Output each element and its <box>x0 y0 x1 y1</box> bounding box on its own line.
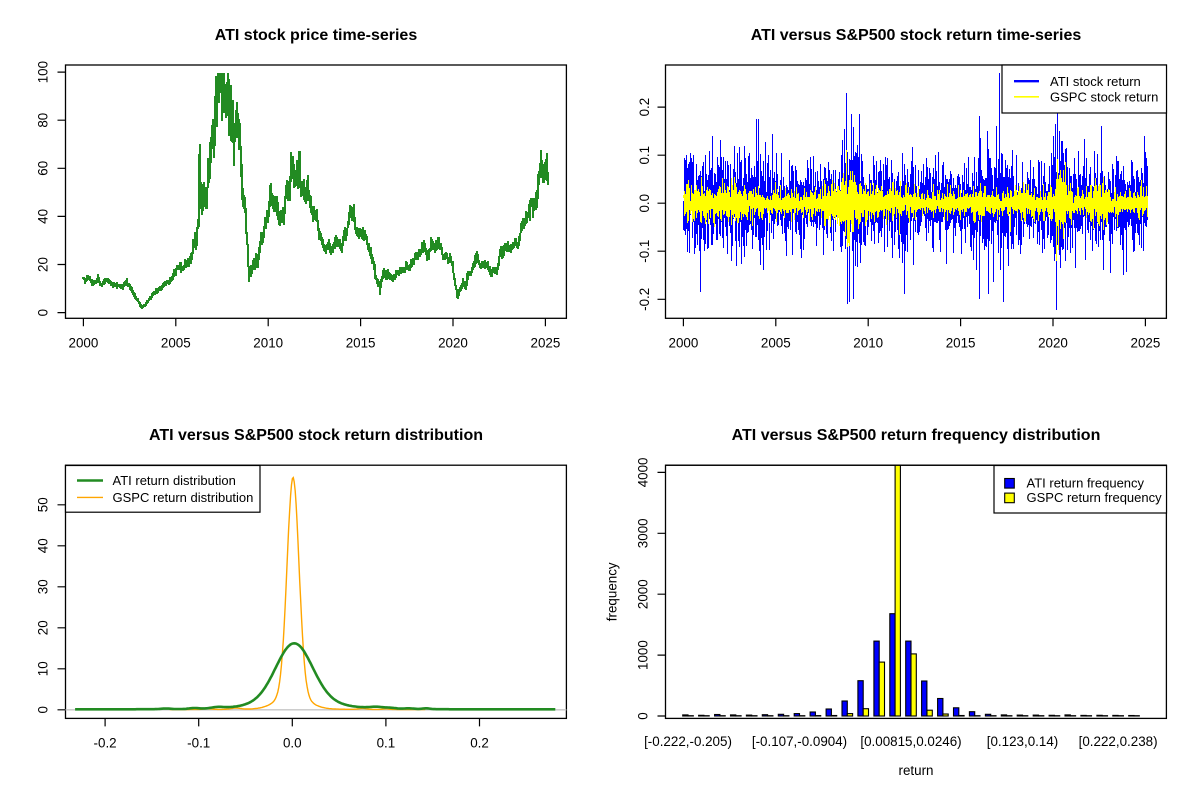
svg-text:20: 20 <box>36 257 51 272</box>
svg-text:0.2: 0.2 <box>470 736 489 751</box>
svg-text:2000: 2000 <box>669 336 699 351</box>
svg-text:return: return <box>899 763 934 778</box>
svg-text:GSPC return frequency: GSPC return frequency <box>1027 490 1163 505</box>
svg-text:0.1: 0.1 <box>637 146 652 165</box>
svg-text:2025: 2025 <box>531 336 561 351</box>
svg-text:3000: 3000 <box>636 518 651 548</box>
svg-text:[0.123,0.14): [0.123,0.14) <box>987 734 1058 749</box>
svg-text:ATI versus S&P500 return frequ: ATI versus S&P500 return frequency distr… <box>732 427 1101 444</box>
svg-text:1000: 1000 <box>636 640 651 670</box>
svg-text:[0.00815,0.0246): [0.00815,0.0246) <box>860 734 961 749</box>
svg-text:ATI return frequency: ATI return frequency <box>1027 476 1145 491</box>
svg-text:2005: 2005 <box>761 336 791 351</box>
svg-text:20: 20 <box>36 620 51 635</box>
svg-text:2000: 2000 <box>636 579 651 609</box>
svg-text:-0.1: -0.1 <box>637 240 652 263</box>
svg-text:0: 0 <box>36 706 51 713</box>
svg-text:2020: 2020 <box>438 336 468 351</box>
svg-text:0.2: 0.2 <box>637 98 652 117</box>
svg-text:4000: 4000 <box>636 458 651 488</box>
svg-text:10: 10 <box>36 661 51 676</box>
svg-text:-0.2: -0.2 <box>637 288 652 311</box>
svg-text:[-0.107,-0.0904): [-0.107,-0.0904) <box>752 734 847 749</box>
svg-text:-0.2: -0.2 <box>94 736 117 751</box>
svg-text:0.0: 0.0 <box>283 736 302 751</box>
svg-text:ATI versus S&P500 stock return: ATI versus S&P500 stock return distribut… <box>149 427 483 444</box>
svg-text:2015: 2015 <box>946 336 976 351</box>
svg-text:frequency: frequency <box>605 562 620 621</box>
svg-text:0.1: 0.1 <box>377 736 396 751</box>
svg-text:40: 40 <box>36 209 51 224</box>
svg-text:80: 80 <box>36 113 51 128</box>
svg-text:GSPC return distribution: GSPC return distribution <box>113 490 254 505</box>
svg-text:2015: 2015 <box>346 336 376 351</box>
svg-text:ATI stock return: ATI stock return <box>1050 74 1141 89</box>
svg-text:ATI versus S&P500 stock return: ATI versus S&P500 stock return time-seri… <box>751 27 1082 44</box>
svg-text:ATI stock price time-series: ATI stock price time-series <box>215 27 418 44</box>
svg-text:30: 30 <box>36 579 51 594</box>
svg-text:[0.222,0.238): [0.222,0.238) <box>1079 734 1158 749</box>
svg-text:2010: 2010 <box>253 336 283 351</box>
svg-text:100: 100 <box>36 61 51 83</box>
svg-text:[-0.222,-0.205): [-0.222,-0.205) <box>644 734 732 749</box>
svg-text:60: 60 <box>36 161 51 176</box>
svg-text:40: 40 <box>36 538 51 553</box>
svg-text:2000: 2000 <box>69 336 99 351</box>
svg-text:GSPC stock return: GSPC stock return <box>1050 89 1158 104</box>
svg-text:ATI return distribution: ATI return distribution <box>113 473 236 488</box>
svg-text:50: 50 <box>36 497 51 512</box>
svg-text:2025: 2025 <box>1131 336 1161 351</box>
svg-text:2020: 2020 <box>1038 336 1068 351</box>
svg-text:2005: 2005 <box>161 336 191 351</box>
svg-text:-0.1: -0.1 <box>187 736 210 751</box>
svg-text:2010: 2010 <box>853 336 883 351</box>
svg-text:0: 0 <box>36 309 51 316</box>
svg-text:0.0: 0.0 <box>637 194 652 213</box>
svg-text:0: 0 <box>636 712 651 719</box>
